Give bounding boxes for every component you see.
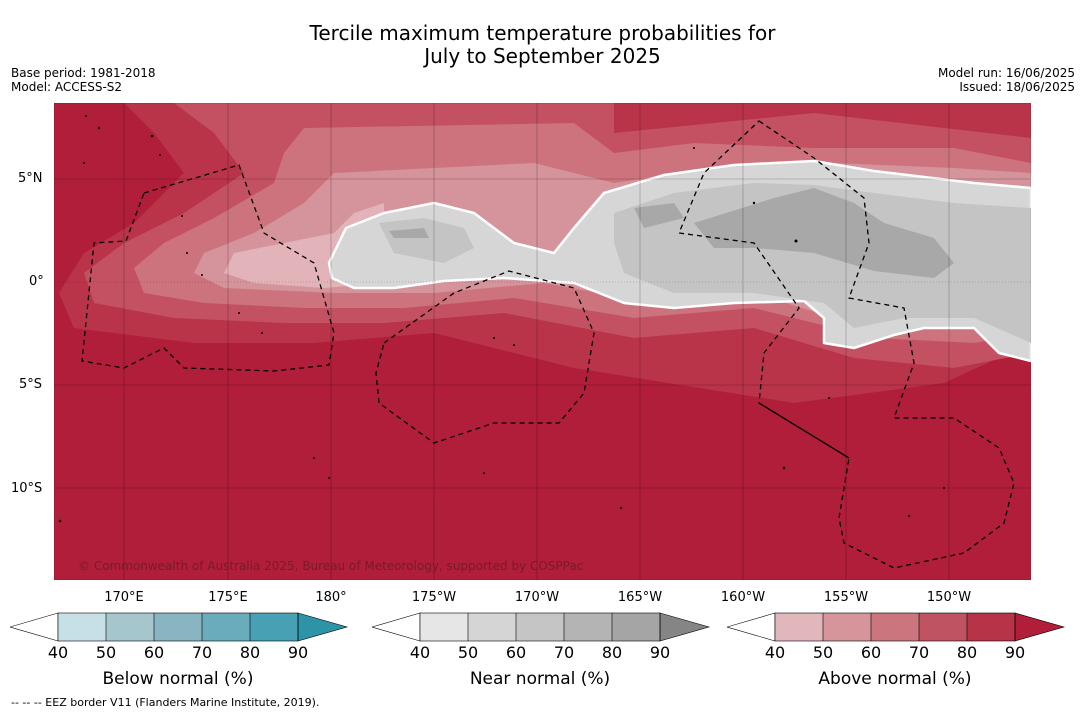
cbar-above-under	[727, 612, 776, 642]
cbar-above-tick: 90	[1004, 643, 1026, 662]
lon-label-150w: 150°W	[926, 590, 972, 605]
colorbar-above-normal	[727, 612, 1066, 642]
near-normal-70-region	[389, 188, 954, 278]
cbar-near-over	[659, 612, 711, 642]
model-run-date: Model run: 16/06/2025	[937, 66, 1075, 80]
lat-label-10s: 10°S	[11, 481, 43, 496]
eez-borders	[81, 120, 1015, 569]
lat-label-0: 0°	[29, 274, 44, 289]
eez-border-kiribati-line	[678, 120, 1015, 569]
cbar-above-label: Above normal (%)	[818, 669, 972, 689]
lon-label-155w: 155°W	[823, 590, 869, 605]
cbar-below-tick: 70	[191, 643, 213, 662]
lon-label-170w: 170°W	[514, 590, 560, 605]
lon-label-170e: 170°E	[104, 590, 144, 605]
islands	[58, 115, 945, 523]
lon-label-175e: 175°E	[208, 590, 248, 605]
lat-label-5n: 5°N	[18, 171, 43, 186]
cbar-below-tick: 50	[95, 643, 117, 662]
cbar-above-over	[1014, 612, 1066, 642]
title-line-1: Tercile maximum temperature probabilitie…	[309, 21, 776, 45]
eez-border-solid-segment	[758, 402, 850, 459]
issued-date: Issued: 18/06/2025	[959, 80, 1075, 94]
lat-label-5s: 5°S	[19, 377, 43, 392]
cbar-near-tick: 90	[649, 643, 671, 662]
cbar-above-tick: 80	[956, 643, 978, 662]
cbar-below-tick: 80	[239, 643, 261, 662]
cbar-above-tick: 60	[860, 643, 882, 662]
cbar-below-tick: 90	[287, 643, 309, 662]
meta-left: Base period: 1981-2018 Model: ACCESS-S2	[11, 66, 156, 94]
model-name: Model: ACCESS-S2	[11, 80, 123, 94]
chart-title: Tercile maximum temperature probabilitie…	[0, 22, 1085, 68]
lon-label-165w: 165°W	[617, 590, 663, 605]
cbar-below-under	[10, 612, 59, 642]
cbar-near-under	[372, 612, 421, 642]
cbar-near-tick: 50	[457, 643, 479, 662]
lon-label-160w: 160°W	[720, 590, 766, 605]
eez-border-kiribati-phoenix	[375, 270, 595, 444]
lon-label-175w: 175°W	[411, 590, 457, 605]
base-period: Base period: 1981-2018	[11, 66, 156, 80]
eez-border-kiribati-gilbert	[81, 164, 335, 372]
copyright-credit: © Commonwealth of Australia 2025, Bureau…	[78, 559, 584, 573]
eez-legend-footer: -- -- -- EEZ border V11 (Flanders Marine…	[11, 696, 320, 709]
meta-right: Model run: 16/06/2025 Issued: 18/06/2025	[938, 66, 1075, 94]
lon-label-180: 180°	[315, 590, 347, 605]
cbar-near-tick: 60	[505, 643, 527, 662]
colorbar-near-normal	[372, 612, 711, 642]
cbar-near-label: Near normal (%)	[469, 669, 611, 689]
cbar-below-tick: 60	[143, 643, 165, 662]
cbar-above-tick: 40	[764, 643, 786, 662]
cbar-above-tick: 50	[812, 643, 834, 662]
cbar-near-tick: 70	[553, 643, 575, 662]
probability-map	[54, 103, 1031, 580]
title-line-2: July to September 2025	[424, 44, 661, 68]
cbar-above-tick: 70	[908, 643, 930, 662]
cbar-below-label: Below normal (%)	[102, 669, 254, 689]
cbar-below-tick: 40	[47, 643, 69, 662]
cbar-below-over	[297, 612, 349, 642]
colorbar-below-normal	[10, 612, 349, 642]
cbar-near-tick: 80	[601, 643, 623, 662]
graticule	[54, 103, 1031, 580]
cbar-near-tick: 40	[409, 643, 431, 662]
